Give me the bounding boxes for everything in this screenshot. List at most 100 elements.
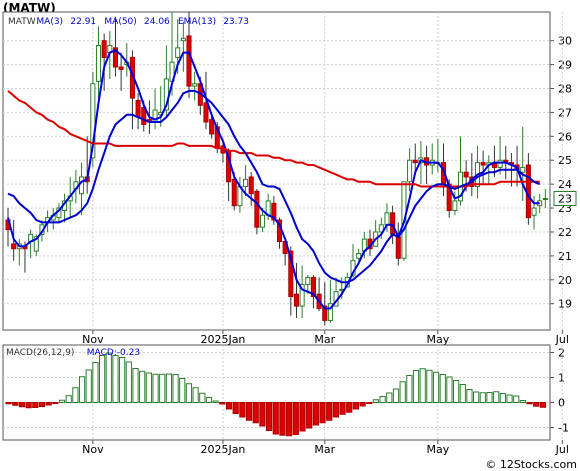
candlestick <box>118 52 124 91</box>
macd-bar <box>38 402 46 407</box>
macd-bar <box>399 381 406 403</box>
price-tick-label: 26 <box>558 130 572 143</box>
macd-tick-label: 1 <box>558 372 565 385</box>
price-tick-label: 22 <box>558 226 572 239</box>
macd-legend-item: MACD(26,12,9) <box>6 348 74 358</box>
candle-body <box>322 305 328 321</box>
macd-tick-label: 2 <box>558 347 565 360</box>
candlestick <box>310 275 316 309</box>
macd-bar <box>245 402 253 421</box>
candlestick <box>542 188 548 209</box>
macd-xtick-label: Mar <box>314 443 335 456</box>
macd-bar <box>205 397 213 403</box>
macd-tick-label: 0 <box>558 397 565 410</box>
candle-body <box>175 47 181 58</box>
candle-body <box>412 159 418 164</box>
macd-bar <box>292 402 299 435</box>
candle-body <box>310 276 316 298</box>
candle-body <box>452 200 458 211</box>
macd-bar <box>192 387 199 403</box>
macd-xtick-label: 2025Jan <box>200 443 245 456</box>
macd-bar <box>352 402 360 410</box>
price-legend-item: 24.06 <box>144 17 170 27</box>
candlestick <box>95 26 102 103</box>
candlestick <box>254 188 260 235</box>
macd-bar <box>199 392 206 403</box>
macd-bar <box>12 402 19 406</box>
candle-body <box>141 107 147 125</box>
macd-bar <box>419 368 426 403</box>
candle-body <box>356 252 362 259</box>
macd-bar <box>212 400 219 403</box>
macd-bar <box>252 402 259 424</box>
price-tick-label: 19 <box>558 298 572 311</box>
macd-xtick-label: Nov <box>82 443 104 456</box>
macd-bar <box>99 355 106 403</box>
macd-bar <box>506 394 513 403</box>
candle-body <box>390 212 396 235</box>
macd-bar <box>379 396 386 403</box>
macd-bar <box>312 402 319 426</box>
macd-bar <box>78 376 86 403</box>
macd-bar <box>265 402 273 431</box>
candle-body <box>11 243 17 250</box>
macd-bar <box>299 402 306 432</box>
price-legend-item: MATW <box>8 17 36 27</box>
macd-bar <box>486 392 493 403</box>
price-xtick-label: May <box>427 333 450 346</box>
macd-bar <box>159 373 166 403</box>
macd-bar <box>18 402 26 408</box>
candle-body <box>254 190 260 228</box>
candle-body <box>33 236 39 252</box>
macd-bar <box>372 399 380 403</box>
price-tick-label: 20 <box>558 274 572 287</box>
candle-body <box>293 293 300 307</box>
macd-bar <box>105 352 112 403</box>
macd-bar <box>539 402 547 408</box>
macd-bar <box>25 402 32 409</box>
candle-body <box>497 159 503 168</box>
candlestick <box>327 279 333 323</box>
macd-bar <box>452 380 460 403</box>
price-xtick-label: Nov <box>82 333 104 346</box>
macd-bar <box>152 373 159 403</box>
candle-body <box>299 284 305 307</box>
candle-body <box>542 197 548 200</box>
macd-bar <box>432 371 440 403</box>
macd-bar <box>172 374 179 403</box>
candle-body <box>112 47 119 68</box>
macd-bar <box>272 402 279 435</box>
last-price-tag <box>553 190 577 206</box>
price-tick-label: 27 <box>558 106 572 119</box>
macd-bar <box>92 362 99 403</box>
candle-body <box>288 250 294 298</box>
candle-body <box>180 37 186 42</box>
candlestick <box>180 21 186 72</box>
candle-body <box>135 99 141 118</box>
price-legend-item: MA(50) <box>104 17 136 27</box>
macd-bar <box>119 357 126 403</box>
candle-body <box>271 202 277 221</box>
macd-bar <box>52 402 59 404</box>
price-legend-item: 22.91 <box>70 17 96 27</box>
last-price-label: 23 <box>558 192 572 205</box>
candlestick <box>259 208 266 232</box>
macd-bar <box>125 361 132 403</box>
price-tick-label: 24 <box>558 178 572 191</box>
macd-bar <box>446 376 453 403</box>
candle-body <box>384 212 390 226</box>
macd-bar <box>499 393 506 403</box>
price-tick-label: 29 <box>558 59 572 72</box>
macd-bar <box>165 373 173 403</box>
macd-xtick-label: May <box>427 443 450 456</box>
macd-bar <box>32 402 39 408</box>
macd-bar <box>58 399 66 403</box>
candle-body <box>395 236 401 259</box>
macd-bar <box>219 402 226 405</box>
candlestick <box>531 196 537 230</box>
candle-body <box>378 224 384 233</box>
ma3-line <box>7 49 540 310</box>
macd-bar <box>259 402 266 427</box>
candle-body <box>520 166 526 173</box>
